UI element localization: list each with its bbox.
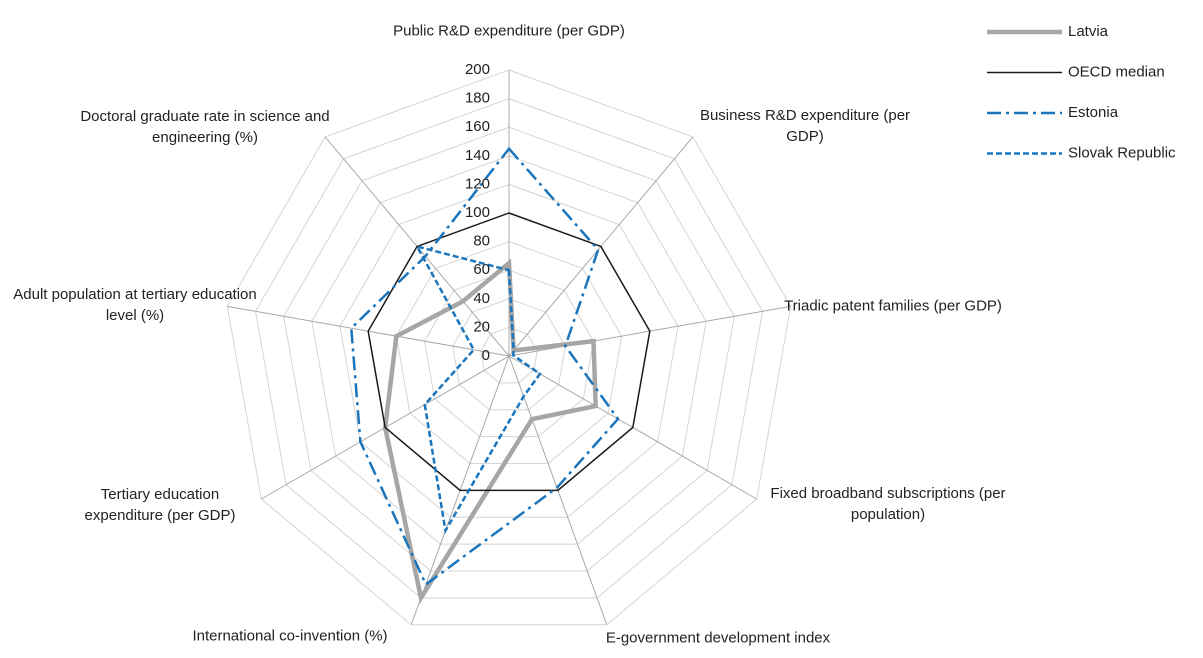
series-line (367, 212, 651, 492)
grid-ring (311, 155, 707, 545)
tick-label: 80 (473, 233, 490, 250)
axis-label: Business R&D expenditure (per GDP) (699, 107, 911, 145)
axis-label: E-government development index (605, 629, 831, 647)
legend-label: Slovak Republic (1068, 144, 1176, 161)
series-line (414, 244, 542, 535)
grid-ring (339, 183, 679, 518)
tick-label: 60 (473, 261, 490, 278)
tick-label: 180 (465, 90, 490, 107)
grid-ring (395, 241, 623, 465)
grid-ring (226, 69, 792, 626)
grid-ring (254, 98, 764, 599)
series-line (349, 146, 620, 587)
axis-label: Adult population at tertiary education l… (13, 286, 257, 324)
axis-label: Triadic patent families (per GDP) (784, 297, 1002, 315)
tick-label: 20 (473, 318, 490, 335)
axis-label: Tertiary education expenditure (per GDP) (84, 486, 236, 524)
legend-label: Latvia (1068, 23, 1109, 40)
tick-label: 120 (465, 175, 490, 192)
tick-label: 0 (482, 347, 490, 364)
tick-label: 100 (465, 204, 490, 221)
legend-label: OECD median (1068, 63, 1165, 80)
axis-label: Fixed broadband subscriptions (per popul… (770, 485, 1006, 523)
tick-label: 140 (465, 147, 490, 164)
axis-label: Public R&D expenditure (per GDP) (393, 22, 625, 40)
axis-label: International co-invention (%) (192, 627, 388, 645)
tick-label: 40 (473, 290, 490, 307)
grid-ring (283, 126, 735, 572)
axis-label: Doctoral graduate rate in science and en… (80, 108, 330, 146)
tick-label: 160 (465, 118, 490, 135)
tick-label: 200 (465, 61, 490, 78)
legend-label: Estonia (1068, 104, 1119, 121)
series-line (382, 258, 599, 604)
grid-ring (480, 326, 538, 384)
